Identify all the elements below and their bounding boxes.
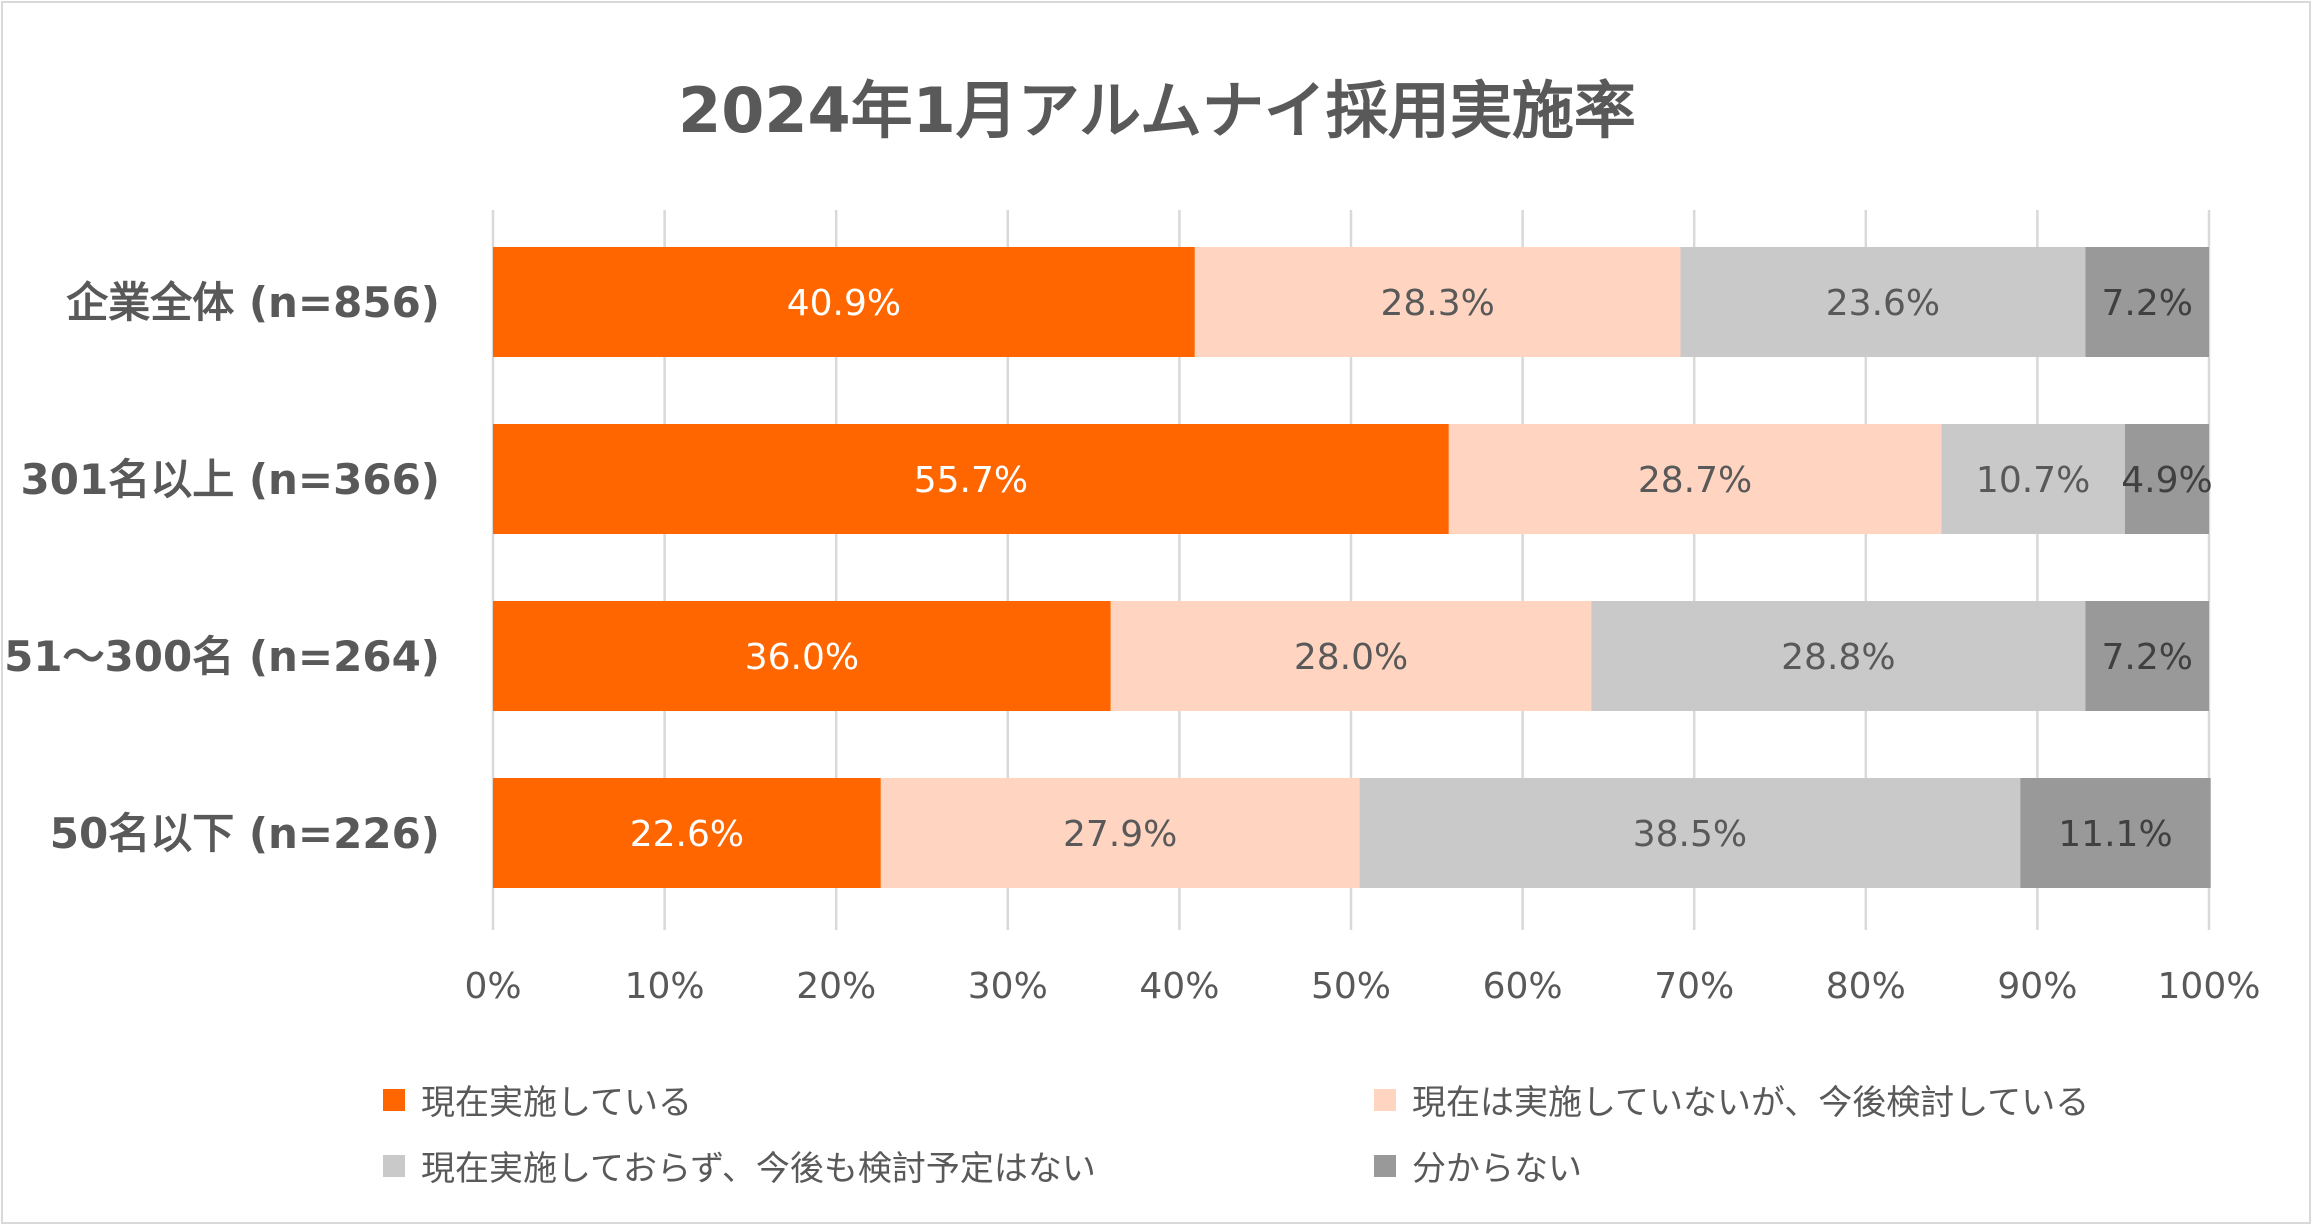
data-label-s0-c3: 22.6% bbox=[630, 814, 744, 855]
bar-s0-c0 bbox=[493, 247, 1195, 357]
x-tick-label-0: 0% bbox=[464, 966, 521, 1007]
category-label-1: 301名以上 (n=366) bbox=[21, 455, 440, 504]
x-tick-label-10: 100% bbox=[2158, 966, 2261, 1007]
data-label-s1-c2: 28.0% bbox=[1294, 637, 1408, 678]
bar-s0-c2 bbox=[493, 601, 1111, 711]
data-label-s0-c0: 40.9% bbox=[787, 283, 901, 324]
data-label-s1-c3: 27.9% bbox=[1063, 814, 1177, 855]
data-labels: 40.9% 28.3% 23.6% 7.2% 55.7% 28.7% 10.7% 4.9% 36… bbox=[630, 283, 2213, 855]
x-tick-label-8: 80% bbox=[1826, 966, 1906, 1007]
category-label-2: 51〜300名 (n=264) bbox=[4, 632, 440, 681]
bar-s3-c2 bbox=[2085, 601, 2209, 711]
bar-s3-c1 bbox=[2124, 424, 2209, 534]
x-tick-label-4: 40% bbox=[1139, 966, 1219, 1007]
x-tick-label-5: 50% bbox=[1311, 966, 1391, 1007]
data-label-s3-c1: 4.9% bbox=[2121, 460, 2212, 501]
chart-title: 2024年1月アルムナイ採用実施率 bbox=[678, 74, 1636, 147]
bar-s1-c3 bbox=[880, 778, 1360, 888]
bar-s2-c0 bbox=[1680, 247, 2086, 357]
x-tick-label-6: 60% bbox=[1483, 966, 1563, 1007]
axes: 0% 10% 20% 30% 40% 50% 60% 70% 80% 90% 100% 企業全体 (n… bbox=[4, 278, 2260, 1007]
bar-s1-c0 bbox=[1194, 247, 1681, 357]
data-label-s0-c1: 55.7% bbox=[914, 460, 1028, 501]
bar-s3-c0 bbox=[2085, 247, 2209, 357]
data-label-s0-c2: 36.0% bbox=[745, 637, 859, 678]
data-label-s2-c0: 23.6% bbox=[1826, 283, 1940, 324]
bar-s2-c1 bbox=[1941, 424, 2125, 534]
data-label-s2-c3: 38.5% bbox=[1633, 814, 1747, 855]
category-label-3: 50名以下 (n=226) bbox=[50, 809, 440, 858]
bar-s3-c3 bbox=[2020, 778, 2211, 888]
bar-s0-c1 bbox=[493, 424, 1449, 534]
x-tick-label-7: 70% bbox=[1654, 966, 1734, 1007]
category-label-0: 企業全体 (n=856) bbox=[66, 278, 440, 327]
x-tick-label-9: 90% bbox=[1997, 966, 2077, 1007]
data-label-s3-c2: 7.2% bbox=[2101, 637, 2192, 678]
bar-s2-c2 bbox=[1591, 601, 2086, 711]
data-label-s2-c2: 28.8% bbox=[1781, 637, 1895, 678]
data-label-s3-c3: 11.1% bbox=[2058, 814, 2172, 855]
data-label-s1-c0: 28.3% bbox=[1380, 283, 1494, 324]
x-tick-label-1: 10% bbox=[625, 966, 705, 1007]
bars bbox=[493, 247, 2211, 888]
data-label-s3-c0: 7.2% bbox=[2101, 283, 2192, 324]
bar-s2-c3 bbox=[1359, 778, 2021, 888]
data-label-s2-c1: 10.7% bbox=[1976, 460, 2090, 501]
x-tick-label-2: 20% bbox=[796, 966, 876, 1007]
bar-s1-c2 bbox=[1110, 601, 1592, 711]
data-label-s1-c1: 28.7% bbox=[1638, 460, 1752, 501]
bar-s1-c1 bbox=[1448, 424, 1942, 534]
x-tick-label-3: 30% bbox=[968, 966, 1048, 1007]
bar-s0-c3 bbox=[493, 778, 881, 888]
